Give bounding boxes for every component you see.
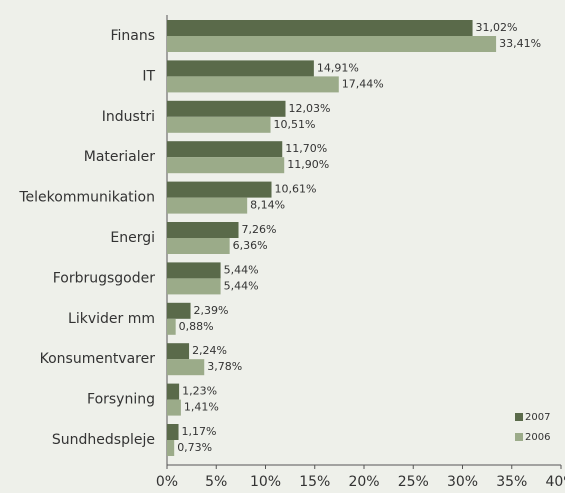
legend-swatch (515, 433, 523, 441)
bar (167, 343, 190, 360)
value-label: 2,24% (192, 344, 227, 357)
value-label: 6,36% (233, 239, 268, 252)
x-tick-label: 15% (299, 474, 330, 490)
x-tick-label: 0% (156, 474, 178, 490)
value-label: 33,41% (499, 37, 541, 50)
bar (167, 222, 239, 238)
bar (167, 141, 283, 158)
legend-label: 2007 (525, 412, 550, 423)
value-label: 12,03% (288, 102, 330, 115)
x-tick-label: 30% (447, 474, 478, 490)
bar (167, 157, 285, 174)
bar (167, 318, 176, 335)
bar (167, 36, 497, 52)
bar (167, 181, 272, 198)
bar (167, 424, 179, 440)
value-label: 8,14% (250, 199, 285, 212)
category-label: Sundhedspleje (52, 432, 155, 448)
bar (167, 116, 271, 133)
category-label: Energi (110, 230, 155, 246)
category-label: Konsumentvarer (40, 351, 156, 367)
category-label: Finans (110, 28, 155, 44)
bar (167, 20, 473, 36)
value-label: 14,91% (317, 61, 359, 74)
value-label: 0,73% (177, 441, 212, 454)
x-tick-label: 10% (250, 474, 281, 490)
value-label: 10,61% (275, 183, 317, 196)
category-label: Materialer (84, 149, 155, 165)
x-tick-label: 20% (348, 474, 379, 490)
value-label: 5,44% (224, 279, 259, 292)
category-label: Likvider mm (68, 311, 155, 327)
category-label: Forsyning (87, 392, 155, 408)
bar (167, 238, 230, 254)
value-label: 2,39% (194, 304, 229, 317)
x-tick-label: 25% (398, 474, 429, 490)
value-label: 1,41% (184, 401, 219, 414)
x-tick-label: 35% (496, 474, 527, 490)
value-label: 11,90% (287, 158, 329, 171)
value-label: 7,26% (242, 223, 277, 236)
bar (167, 60, 314, 77)
value-label: 1,17% (182, 425, 217, 438)
value-label: 11,70% (285, 142, 327, 155)
category-label: Industri (102, 109, 155, 125)
value-label: 17,44% (342, 77, 384, 90)
bar (167, 302, 191, 319)
category-label: Telekommunikation (18, 190, 155, 206)
bar (167, 440, 175, 456)
value-label: 0,88% (179, 320, 214, 333)
legend-label: 2006 (525, 432, 550, 443)
category-label: IT (142, 68, 155, 84)
category-label: Forbrugsgoder (53, 270, 156, 286)
value-label: 3,78% (207, 360, 242, 373)
bar (167, 278, 221, 295)
x-tick-label: 40% (545, 474, 565, 490)
value-label: 5,44% (224, 263, 259, 276)
bar (167, 359, 205, 376)
x-tick-label: 5% (205, 474, 227, 490)
bar (167, 399, 181, 416)
bar (167, 383, 180, 400)
bar (167, 197, 248, 214)
legend-swatch (515, 413, 523, 421)
value-label: 31,02% (476, 21, 518, 34)
bar (167, 76, 339, 93)
bar (167, 100, 286, 117)
bar (167, 262, 221, 279)
value-label: 1,23% (182, 385, 217, 398)
value-label: 10,51% (274, 118, 316, 131)
